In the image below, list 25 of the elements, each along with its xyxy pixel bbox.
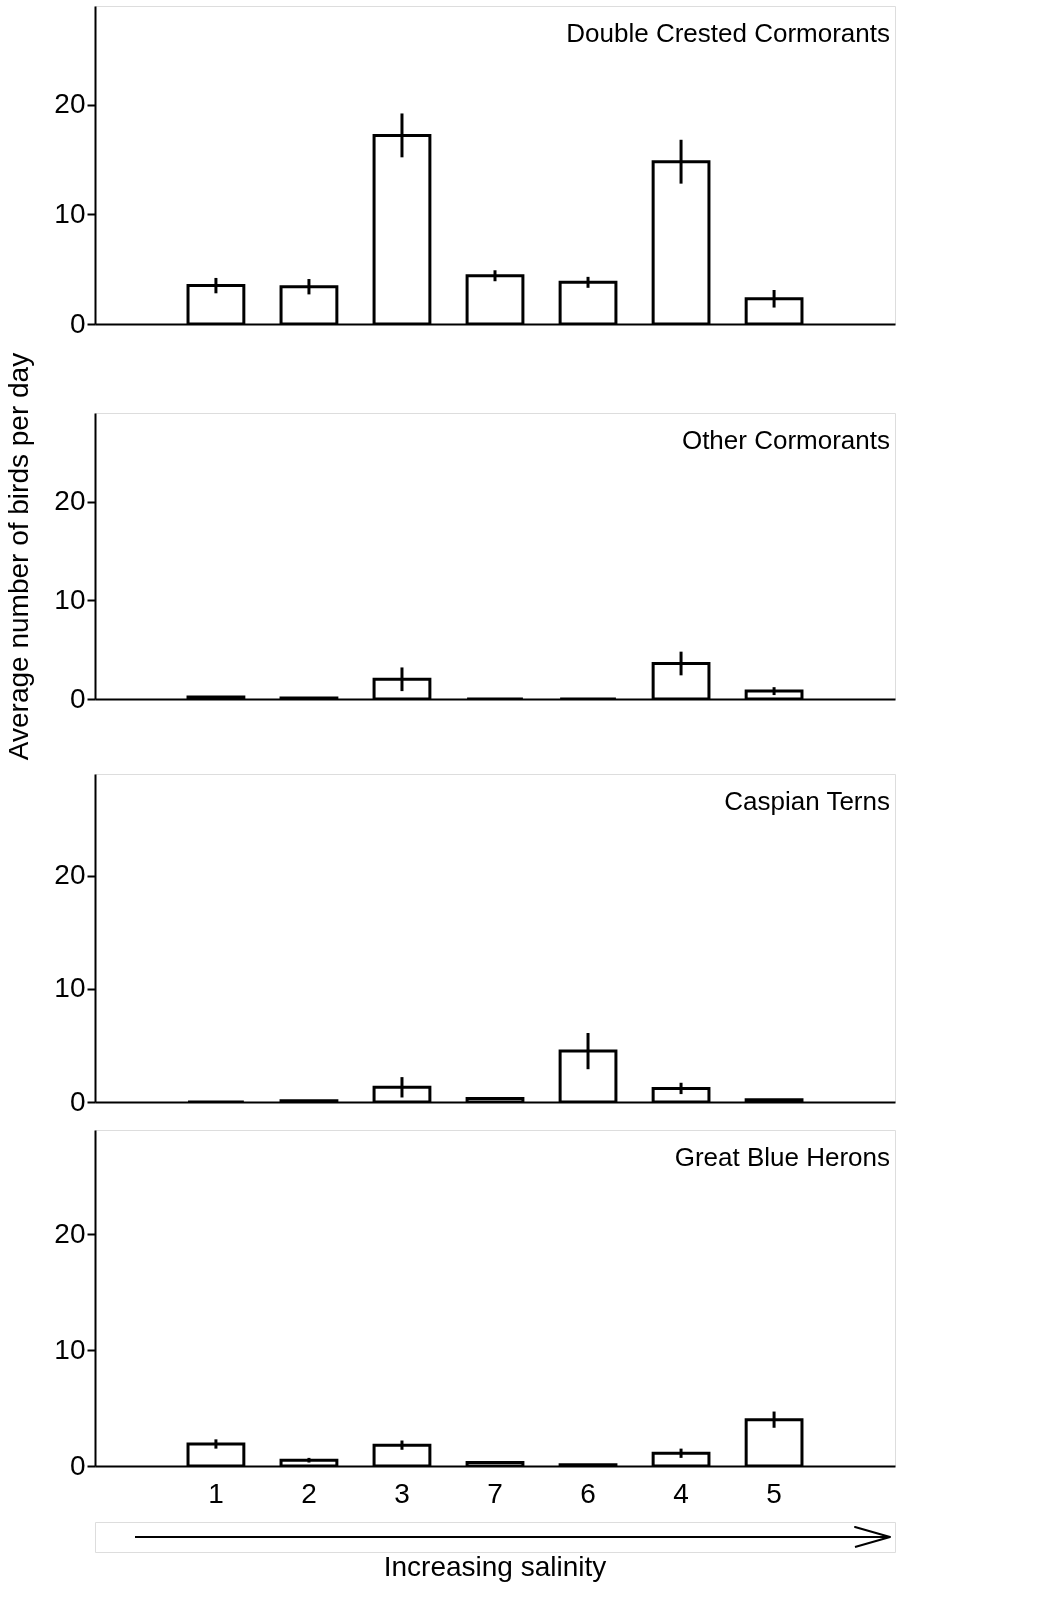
y-tick-label: 20 (54, 88, 86, 120)
x-tick-label: 5 (766, 1477, 782, 1509)
y-axis-title: Average number of birds per day (3, 352, 35, 761)
x-tick-label: 2 (301, 1477, 317, 1509)
y-tick-label: 20 (54, 1217, 86, 1249)
y-tick-label: 20 (54, 485, 86, 517)
y-tick-label: 10 (54, 1333, 86, 1365)
text: Other Cormorants (681, 425, 890, 455)
y-tick-label: 20 (54, 859, 86, 891)
text: Caspian Terns (724, 786, 890, 816)
y-tick-label: 10 (54, 583, 86, 615)
y-tick-label: 0 (69, 1449, 86, 1481)
y-tick-label: 10 (54, 197, 86, 229)
x-tick-label: 4 (673, 1477, 689, 1509)
y-tick-label: 10 (54, 972, 86, 1004)
text: Great Blue Herons (674, 1142, 890, 1172)
x-tick-label: 6 (580, 1477, 596, 1509)
x-tick-label: 3 (394, 1477, 410, 1509)
y-tick-label: 0 (69, 307, 86, 339)
x-tick-label: 1 (208, 1477, 224, 1509)
text: Double Crested Cormorants (566, 18, 890, 48)
x-axis-title: Increasing salinity (383, 1551, 607, 1582)
y-tick-label: 0 (69, 1085, 86, 1117)
x-tick-label: 7 (487, 1477, 503, 1509)
y-tick-label: 0 (69, 682, 86, 714)
